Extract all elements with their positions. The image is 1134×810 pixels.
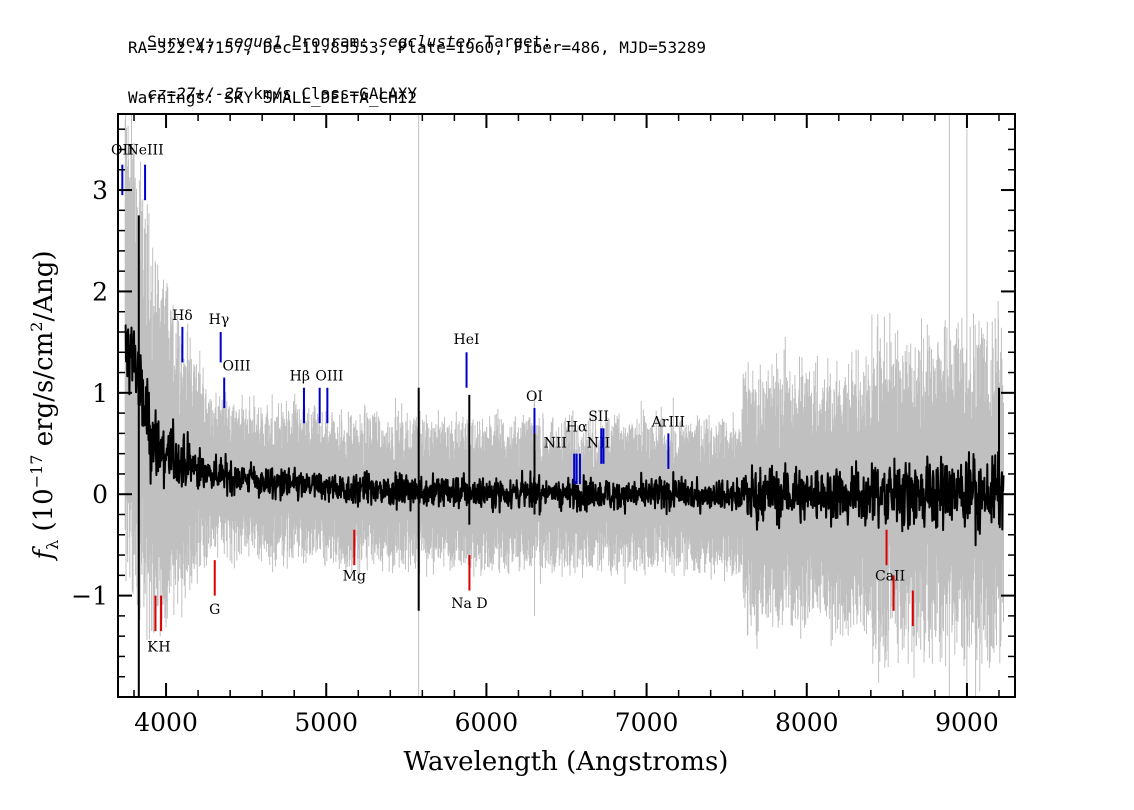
plot-frame xyxy=(117,113,1016,698)
emission-line-label-12: NII xyxy=(587,436,610,452)
x-tick-label-4: 8000 xyxy=(775,708,839,737)
program-value: segcluster xyxy=(378,32,475,51)
program-label: Program: xyxy=(291,32,369,51)
y-title-a: (10 xyxy=(29,488,59,540)
absorption-line-label-2: G xyxy=(209,602,220,618)
survey-value: segue1 xyxy=(224,32,283,51)
y-title-exp: −17 xyxy=(27,455,46,489)
spectrum-series xyxy=(124,215,1005,697)
header-line-3: cz=27+/-25 km/s Class=GALAXY xyxy=(128,64,417,104)
emission-line-label-15: ArIII xyxy=(651,414,685,430)
y-tick-label-2: 1 xyxy=(92,379,108,408)
emission-line-label-2: Hδ xyxy=(172,308,193,324)
y-title-b: erg/s/cm xyxy=(29,332,59,455)
y-axis-title: fλ (10−17 erg/s/cm2/Ang) xyxy=(27,250,62,561)
x-axis-title: Wavelength (Angstroms) xyxy=(404,747,729,777)
emission-line-label-0: OII xyxy=(111,143,134,159)
emission-line-label-6: OIII xyxy=(315,369,343,385)
y-title-exp2: 2 xyxy=(27,322,46,332)
error-band-path xyxy=(124,114,1004,697)
y-tick-label-1: 0 xyxy=(92,480,108,509)
absorption-line-label-3: Mg xyxy=(343,568,366,584)
absorption-line-label-5: CaII xyxy=(875,568,905,584)
header-line-1: Survey: segue1 Program: segcluster Targe… xyxy=(128,12,552,52)
y-tick-label-3: 2 xyxy=(92,277,108,306)
emission-line-label-13: SII xyxy=(588,409,609,425)
error-band xyxy=(124,114,1004,697)
y-tick-label-0: −1 xyxy=(71,582,108,611)
emission-line-label-11: Hα xyxy=(566,419,588,435)
emission-line-label-10: NII xyxy=(544,436,567,452)
y-title-c: /Ang) xyxy=(29,250,59,321)
x-tick-label-5: 9000 xyxy=(935,708,999,737)
target-label: Target: xyxy=(484,32,552,51)
x-tick-label-3: 7000 xyxy=(615,708,679,737)
class-text: km/s Class=GALAXY xyxy=(243,84,417,103)
x-tick-label-1: 5000 xyxy=(294,708,358,737)
spectrum-line xyxy=(124,215,1005,697)
emission-line-label-4: OIII xyxy=(222,359,250,375)
x-tick-label-0: 4000 xyxy=(134,708,198,737)
survey-label: Survey: xyxy=(147,32,215,51)
emission-line-label-9: OI xyxy=(526,389,543,405)
absorption-line-label-0: K xyxy=(147,639,158,655)
emission-line-label-1: NeIII xyxy=(126,143,163,159)
absorption-line-label-4: Na D xyxy=(451,596,487,612)
x-tick-label-2: 6000 xyxy=(455,708,519,737)
header-line-2: RA=322.47157, Dec=11.85553, Plate=1960, … xyxy=(128,38,706,57)
absorption-line-label-1: H xyxy=(158,639,170,655)
axis-ticks: 4000 5000 6000 7000 8000 9000 −1 0 1 2 3 xyxy=(71,114,1015,737)
cz-value: cz=27+/-25 xyxy=(147,84,244,103)
y-tick-label-4: 3 xyxy=(92,176,108,205)
emission-line-label-3: Hγ xyxy=(209,312,230,328)
emission-line-label-5: Hβ xyxy=(290,369,310,385)
y-title-sub: λ xyxy=(43,540,62,550)
header-line-4: Warnings: SKY SMALL_DELTA_CHI2 xyxy=(128,88,417,107)
emission-line-label-8: HeI xyxy=(454,332,480,348)
